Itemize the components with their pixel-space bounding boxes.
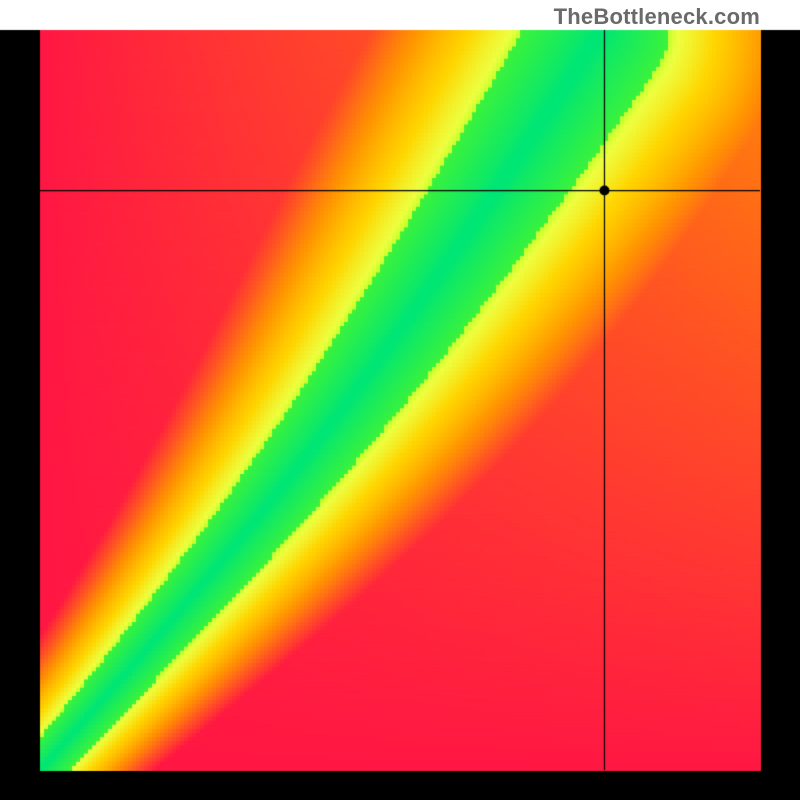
bottleneck-heatmap [0,0,800,800]
watermark-text: TheBottleneck.com [554,4,760,30]
